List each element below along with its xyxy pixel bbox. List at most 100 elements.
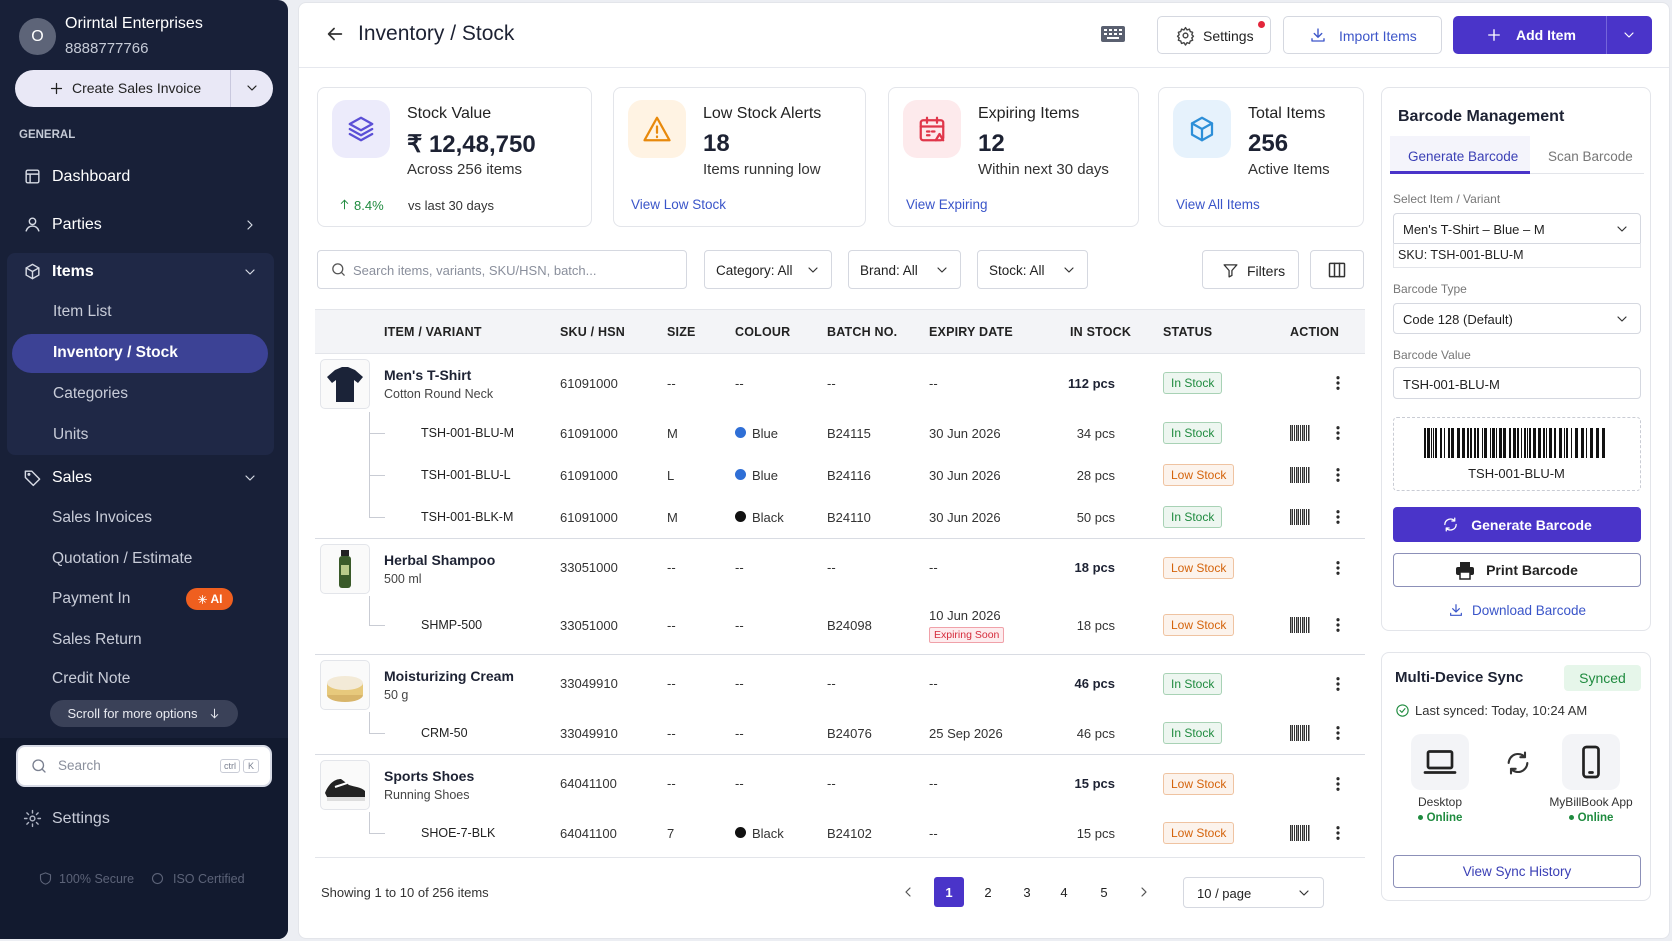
status-cell: Low Stock — [1163, 454, 1235, 496]
barcode-caption: TSH-001-BLU-M — [1468, 466, 1565, 481]
create-invoice-button[interactable]: Create Sales Invoice — [15, 70, 273, 107]
stat-link[interactable]: View Low Stock — [631, 197, 727, 212]
filter-dropdown[interactable]: Stock: All — [977, 250, 1088, 289]
field-label: Barcode Type — [1393, 282, 1467, 296]
stat-link[interactable]: View All Items — [1176, 197, 1260, 212]
row-menu[interactable] — [1329, 712, 1347, 754]
nav-subitem[interactable]: Credit Note — [52, 670, 131, 687]
expiry: -- — [929, 776, 938, 791]
stat-link[interactable]: View Expiring — [906, 197, 988, 212]
generate-button[interactable]: Generate Barcode — [1393, 507, 1641, 542]
print-button[interactable]: Print Barcode — [1393, 553, 1641, 587]
page-number[interactable]: 3 — [1023, 884, 1031, 900]
settings-button[interactable]: Settings — [1157, 16, 1271, 54]
type-select[interactable]: Code 128 (Default) — [1393, 303, 1641, 334]
plus-icon — [1485, 26, 1503, 49]
status-cell: In Stock — [1163, 412, 1223, 454]
back-button[interactable] — [324, 23, 346, 50]
nav-subitem[interactable]: Categories — [53, 385, 128, 402]
variant-sku: TSH-001-BLK-M — [421, 510, 514, 524]
variant-sku: TSH-001-BLU-M — [421, 426, 515, 440]
nav-item[interactable]: Parties — [52, 216, 102, 233]
nav-subitem[interactable]: Sales Return — [52, 631, 142, 648]
shortcut-key: K — [243, 759, 260, 773]
column-header: ACTION — [1290, 325, 1340, 339]
stat-title: Stock Value — [407, 105, 492, 122]
row-menu[interactable] — [1329, 755, 1347, 812]
filter-search[interactable]: Search items, variants, SKU/HSN, batch..… — [317, 250, 687, 289]
column-header: SIZE — [667, 325, 696, 339]
page-number[interactable]: 2 — [984, 884, 992, 900]
table-row: Men's T-Shirt Cotton Round Neck 61091000 --… — [315, 354, 1365, 412]
row-menu[interactable] — [1329, 412, 1347, 454]
value-input[interactable]: TSH-001-BLU-M — [1393, 367, 1641, 399]
barcode-action[interactable] — [1290, 412, 1310, 454]
page-number[interactable]: 4 — [1060, 884, 1068, 900]
add-item-button[interactable]: Add Item — [1453, 16, 1652, 54]
row-menu[interactable] — [1329, 496, 1347, 538]
colour: Blue — [752, 425, 779, 441]
nav-item[interactable]: Items — [52, 263, 94, 280]
settings-link[interactable]: Settings — [52, 810, 110, 827]
nav-subitem[interactable]: Item List — [53, 303, 112, 320]
barcode-action[interactable] — [1290, 454, 1310, 496]
filters-button[interactable]: Filters — [1202, 250, 1299, 289]
chevron — [1614, 221, 1630, 242]
search-box[interactable]: Search ctrl K — [16, 745, 272, 787]
batch: B24102 — [827, 825, 872, 841]
page-size[interactable]: 10 / page — [1183, 877, 1324, 908]
keyboard-icon — [1101, 25, 1125, 48]
button-label: Download Barcode — [1471, 602, 1587, 618]
prev-page[interactable] — [900, 884, 916, 905]
sync-icon — [1504, 749, 1532, 782]
nav-subitem[interactable]: Inventory / Stock — [53, 344, 178, 361]
nav-subitem[interactable]: Units — [53, 426, 89, 443]
secure-icon — [38, 871, 53, 891]
next-page[interactable] — [1136, 884, 1152, 905]
item-name: Herbal Shampoo — [384, 552, 496, 568]
tab[interactable]: Scan Barcode — [1548, 149, 1633, 164]
import-button[interactable]: Import Items — [1283, 16, 1442, 54]
batch: B24076 — [827, 725, 872, 741]
barcode-action[interactable] — [1290, 812, 1310, 854]
row-menu[interactable] — [1329, 354, 1347, 412]
device-state-text: Online — [1577, 812, 1614, 824]
page-number[interactable]: 1 — [934, 877, 964, 907]
page-number[interactable]: 5 — [1100, 884, 1108, 900]
columns-button[interactable] — [1310, 250, 1364, 289]
row-menu[interactable] — [1329, 539, 1347, 596]
barcode-action[interactable] — [1290, 496, 1310, 538]
expiry-tag: Expiring Soon — [929, 627, 1005, 643]
status-cell: Low Stock — [1163, 596, 1235, 654]
chevron — [1621, 27, 1637, 48]
row-menu[interactable] — [1329, 655, 1347, 712]
search-icon — [330, 261, 347, 283]
stat-value: 12 — [978, 130, 1005, 157]
filter-dropdown[interactable]: Category: All — [704, 250, 832, 289]
column-header: IN STOCK — [1070, 325, 1132, 339]
nav-subitem[interactable]: Quotation / Estimate — [52, 550, 193, 567]
tree-branch — [369, 475, 385, 476]
sync-panel: Multi-Device Sync Synced Last synced: Toda… — [1381, 652, 1651, 901]
nav-subitem[interactable]: Sales Invoices — [52, 509, 152, 526]
nav-subitem[interactable]: Payment In — [52, 590, 131, 607]
tab[interactable]: Generate Barcode — [1408, 149, 1519, 164]
page-title: Inventory / Stock — [358, 22, 515, 45]
item-select[interactable]: Men's T-Shirt – Blue – M — [1393, 213, 1641, 244]
row-menu[interactable] — [1329, 812, 1347, 854]
page-size-label: 10 / page — [1197, 886, 1252, 901]
filter-dropdown[interactable]: Brand: All — [848, 250, 961, 289]
nav-item[interactable]: Sales — [52, 469, 93, 486]
notification-dot — [1258, 21, 1265, 28]
batch: B24098 — [827, 617, 872, 633]
row-menu[interactable] — [1329, 454, 1347, 496]
section-label: GENERAL — [19, 129, 76, 141]
row-menu[interactable] — [1329, 596, 1347, 654]
download-link[interactable]: Download Barcode — [1393, 600, 1641, 620]
barcode-action[interactable] — [1290, 596, 1310, 654]
sync-history-button[interactable]: View Sync History — [1393, 855, 1641, 888]
nav-item[interactable]: Dashboard — [52, 168, 131, 185]
barcode-action[interactable] — [1290, 712, 1310, 754]
in-stock: 18 pcs — [1076, 617, 1115, 633]
settings-icon — [23, 809, 42, 833]
